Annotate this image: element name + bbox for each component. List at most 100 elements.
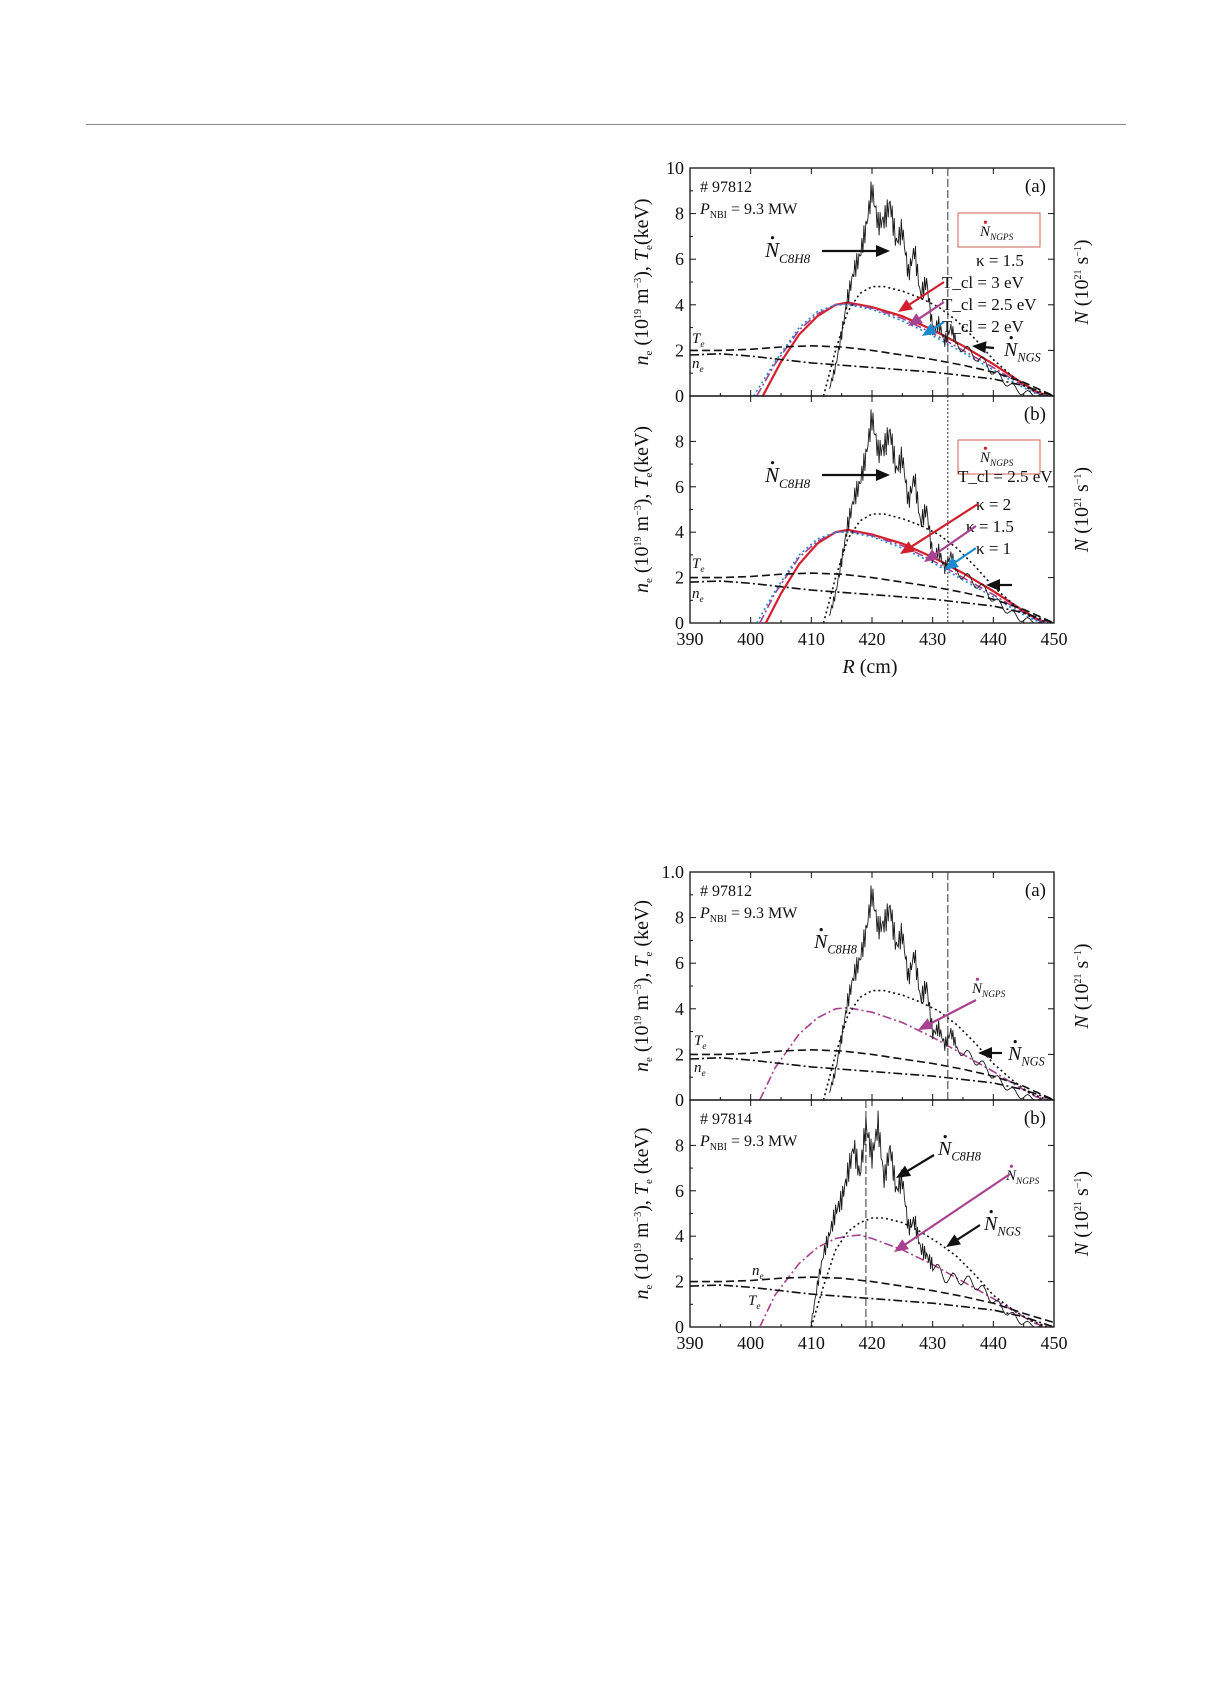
series-line: [810, 1110, 1042, 1327]
x-tick-label: 430: [919, 1333, 946, 1353]
y-tick-label: 4: [675, 1226, 684, 1246]
series-line: [822, 285, 1049, 396]
series-line: [756, 302, 1049, 396]
power-label: PNBI = 9.3 MW: [699, 201, 798, 221]
series-line: [690, 344, 1054, 396]
y-axis-label-right: N (1021 s−1): [1071, 467, 1093, 553]
y-tick-label: 6: [675, 1181, 684, 1201]
svg-text:NC8H8: NC8H8: [764, 238, 811, 266]
panel-2-1: 0 2 4 6 8 390 400 410 420 430 440 450 (b) # 97814 PNBI…: [631, 1099, 1093, 1353]
label-ngs-2a: NNGS: [1007, 1040, 1045, 1069]
legend-entry: κ = 1.5: [966, 517, 1014, 536]
label-c8h8-b: NC8H8: [764, 461, 811, 491]
svg-text:Te: Te: [694, 1033, 706, 1052]
label-ne-2a: ne: [694, 1060, 706, 1079]
label-c8h8-2b: NC8H8: [937, 1135, 982, 1164]
series-group: [690, 1110, 1054, 1327]
x-tick-label: 400: [737, 1333, 764, 1353]
shot-number: # 97812: [700, 883, 752, 900]
svg-text:NNGS: NNGS: [983, 1213, 1021, 1239]
series-line: [753, 304, 1049, 396]
label-ngs-2b: NNGS: [983, 1210, 1021, 1239]
y-tick-label: 0: [675, 1317, 684, 1337]
y-axis-label-right: N (1021 s−1): [1071, 943, 1093, 1029]
svg-text:PNBI = 9.3 MW: PNBI = 9.3 MW: [699, 201, 798, 221]
series-line: [690, 580, 1054, 623]
y-axis-label-right: N (1021 s−1): [1071, 239, 1093, 325]
legend-box-a: [957, 212, 1041, 248]
series-line: [829, 181, 1042, 396]
series-group: [690, 409, 1054, 623]
x-tick-label: 410: [798, 629, 825, 649]
svg-text:PNBI = 9.3 MW: PNBI = 9.3 MW: [699, 905, 798, 925]
shot-number: # 97814: [700, 1111, 752, 1128]
panel-1-0: 0 2 4 6 8 10 (a) # 97812 PNBI = 9.3 MW ne (1019 m…: [631, 158, 1093, 406]
label-c8h8-2a: NC8H8: [813, 928, 858, 957]
label-ngs-a: NNGS: [1003, 336, 1041, 365]
series-line: [759, 530, 1049, 623]
figure-2: 0 2 4 6 8 1.0 (a) # 97812 PNBI = 9.3 MW ne (1019 …: [631, 862, 1093, 1353]
svg-text:ne (1019 m−3), Te (keV): ne (1019 m−3), Te (keV): [631, 900, 655, 1072]
svg-text:Te: Te: [692, 331, 704, 350]
arrow-c8h8-a: [822, 245, 890, 257]
svg-text:NNGPS: NNGPS: [971, 981, 1006, 1000]
legend-entry: T_cl = 2.5 eV: [958, 467, 1053, 486]
x-tick-label: 440: [980, 629, 1007, 649]
legend-entry: κ = 1: [976, 539, 1011, 558]
svg-text:N (1021 s−1): N (1021 s−1): [1071, 239, 1093, 325]
panel-1-1: 0 2 4 6 8 390 400 410 420 430 440 450 (b) ne (1019 m−…: [631, 395, 1093, 649]
svg-text:NC8H8: NC8H8: [937, 1138, 982, 1164]
arrow-ngs-2b: [946, 1224, 981, 1247]
x-tick-label: 420: [859, 629, 886, 649]
series-group: [690, 885, 1054, 1100]
y-tick-label: 0: [675, 613, 684, 633]
svg-text:ne: ne: [692, 586, 704, 605]
x-tick-label: 430: [919, 629, 946, 649]
arrow-purple-a: [908, 301, 945, 326]
y-tick-label: 2: [675, 1044, 684, 1064]
arrow-red-b: [900, 503, 979, 554]
legend-entry: T_cl = 3 eV: [942, 273, 1025, 292]
x-tick-label: 390: [677, 1333, 704, 1353]
arrow-purple-b: [924, 525, 977, 562]
svg-text:ne: ne: [752, 1263, 764, 1282]
y-axis-label: ne (1019 m−3), Te (keV): [631, 1127, 655, 1299]
label-ngps-2a: NNGPS: [971, 977, 1006, 1000]
y-tick-label: 6: [675, 249, 684, 269]
label-te-2a: Te: [694, 1033, 706, 1052]
svg-text:ne: ne: [694, 1060, 706, 1079]
svg-text:ne: ne: [692, 356, 704, 375]
label-te-a: Te: [692, 331, 704, 350]
svg-text:NC8H8: NC8H8: [813, 931, 858, 957]
y-axis-label: ne (1019 m−3), Te(keV): [631, 198, 655, 365]
svg-text:ne (1019 m−3), Te(keV): ne (1019 m−3), Te(keV): [631, 198, 655, 365]
y-tick-label: 4: [675, 999, 684, 1019]
series-line: [822, 513, 1049, 623]
legend-entry: κ = 1.5: [976, 251, 1024, 270]
legend-box-b: [957, 439, 1041, 475]
series-line: [690, 572, 1054, 623]
y-tick-label: 2: [675, 340, 684, 360]
y-axis-label-right: N (1021 s−1): [1071, 1171, 1093, 1257]
shot-number: # 97812: [700, 179, 752, 196]
panel-tag: (a): [1025, 176, 1046, 197]
y-tick-label: 8: [675, 431, 684, 451]
label-ne-a: ne: [692, 356, 704, 375]
svg-text:Te: Te: [748, 1293, 760, 1312]
arrow-ngps-2a: [918, 999, 977, 1030]
y-tick-label: 2: [675, 568, 684, 588]
series-line: [829, 885, 1042, 1100]
y-axis-label: ne (1019 m−3), Te(keV): [631, 426, 655, 593]
y-tick-label: 4: [675, 522, 684, 542]
panel-tag: (b): [1024, 404, 1046, 425]
svg-text:N (1021 s−1): N (1021 s−1): [1071, 943, 1093, 1029]
arrow-ngs-b: [986, 579, 1012, 591]
x-tick-label: 440: [980, 1333, 1007, 1353]
label-c8h8-a: NC8H8: [764, 236, 811, 266]
arrow-blue-a: [922, 321, 945, 336]
arrow-blue-b: [944, 547, 977, 570]
y-axis-label: ne (1019 m−3), Te (keV): [631, 900, 655, 1072]
power-label: PNBI = 9.3 MW: [699, 905, 798, 925]
arrow-c8h8-2b: [896, 1154, 935, 1178]
